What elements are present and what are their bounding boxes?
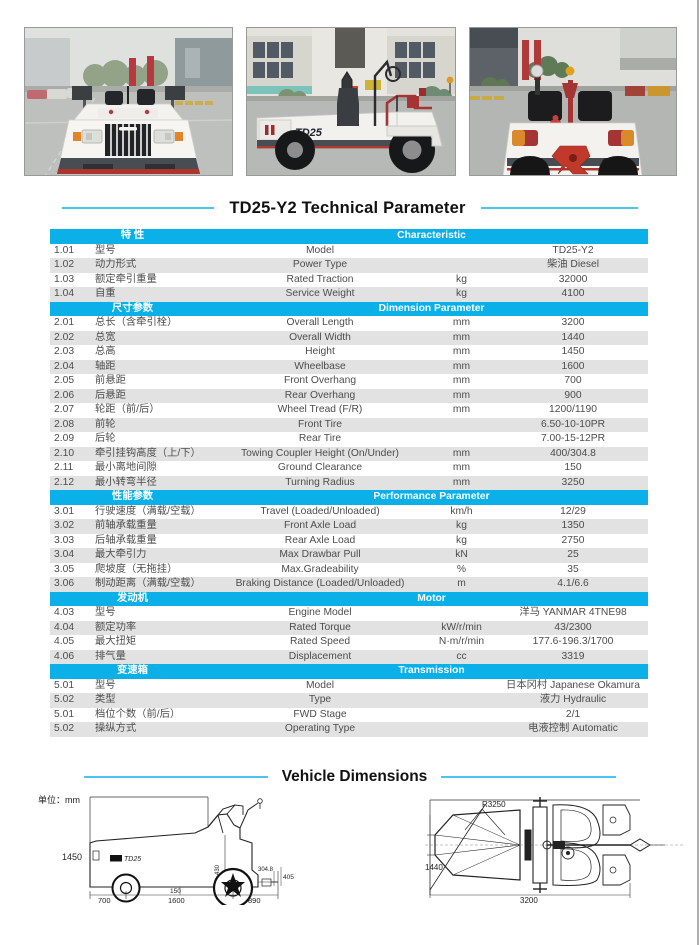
svg-text:304.8: 304.8 [258,867,274,873]
svg-text:TD25: TD25 [124,856,141,863]
svg-text:3200: 3200 [520,896,538,905]
svg-text:1450: 1450 [62,852,82,862]
svg-text:890: 890 [248,896,261,905]
svg-text:700: 700 [98,896,111,905]
svg-text:405: 405 [283,874,294,881]
svg-text:1440: 1440 [425,863,443,872]
svg-text:R3250: R3250 [482,800,506,809]
svg-text:150: 150 [170,888,181,895]
svg-text:1600: 1600 [168,896,185,905]
